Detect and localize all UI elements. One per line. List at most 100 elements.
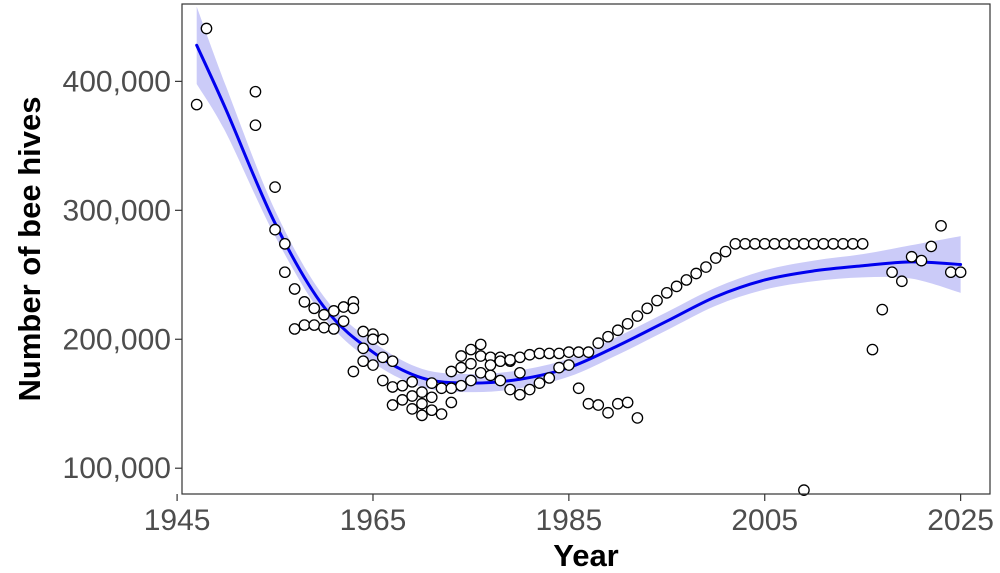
data-point [298, 319, 311, 331]
data-point [886, 266, 898, 279]
y-tick-label: 100,000 [63, 452, 171, 485]
data-point [954, 266, 967, 279]
data-point [553, 347, 565, 360]
data-point [543, 372, 556, 384]
data-point [876, 303, 889, 316]
data-point [504, 383, 516, 396]
data-point [856, 237, 869, 250]
x-tick-label: 1985 [535, 504, 602, 537]
data-point [494, 374, 507, 387]
data-point [543, 347, 556, 360]
data-point [425, 404, 438, 417]
plot-panel-border [181, 3, 991, 495]
data-point [425, 391, 438, 404]
x-tick-label: 1965 [340, 504, 407, 537]
y-tick-label: 300,000 [63, 194, 171, 227]
data-point [523, 348, 536, 361]
data-point [641, 302, 654, 315]
data-point [288, 283, 301, 295]
data-point [425, 377, 438, 389]
data-point [474, 338, 487, 351]
data-point [357, 325, 370, 338]
data-point [817, 237, 830, 250]
data-point [465, 343, 477, 356]
data-point [788, 237, 800, 250]
data-point [367, 333, 379, 346]
data-point [484, 369, 497, 382]
y-axis: 100,000 200,000 300,000 400,000 [63, 65, 182, 485]
data-point [621, 317, 634, 330]
data-point [700, 261, 712, 273]
data-point [288, 323, 301, 335]
data-point [396, 379, 409, 392]
data-point [269, 223, 281, 236]
data-point [533, 377, 546, 389]
data-point [572, 382, 585, 395]
data-point [278, 237, 291, 250]
data-point [778, 237, 791, 250]
data-point [474, 350, 487, 362]
data-point [376, 333, 389, 346]
data-point [298, 296, 311, 308]
data-point [827, 237, 840, 250]
data-point [406, 403, 419, 415]
data-point [200, 22, 213, 35]
data-point [269, 181, 281, 193]
data-point [553, 361, 565, 374]
data-point [465, 357, 477, 370]
data-points-layer [190, 22, 967, 496]
smooth-trend-line [195, 43, 963, 385]
data-point [318, 308, 330, 321]
data-point [435, 382, 448, 395]
data-point [749, 237, 761, 250]
data-point [190, 98, 203, 111]
data-point [798, 237, 810, 250]
data-point [474, 366, 487, 379]
data-point [416, 397, 428, 410]
data-point [455, 379, 467, 392]
data-point [416, 409, 428, 422]
data-point [905, 250, 918, 263]
data-point [445, 396, 458, 409]
data-point [376, 374, 389, 387]
confidence-band-layer [196, 6, 961, 393]
data-point [758, 237, 771, 250]
data-point [406, 390, 419, 402]
data-point [582, 397, 595, 410]
data-point [895, 275, 908, 288]
data-point [455, 361, 467, 374]
data-point [670, 280, 683, 293]
data-point [357, 355, 370, 368]
data-point [249, 119, 262, 132]
data-point [347, 365, 360, 378]
y-axis-title: Number of bee hives [12, 97, 47, 402]
data-point [278, 266, 291, 279]
x-tick-label: 1945 [144, 504, 211, 537]
data-point [445, 382, 458, 395]
data-point [709, 252, 722, 264]
data-point [925, 240, 938, 253]
x-axis-title: Year [553, 538, 619, 573]
data-point [308, 319, 321, 331]
data-point [386, 381, 399, 393]
data-point [739, 237, 752, 250]
data-point [465, 374, 477, 387]
data-point [514, 388, 526, 401]
data-point [680, 274, 693, 286]
data-point [807, 237, 820, 250]
data-point [347, 302, 360, 315]
data-point [935, 219, 947, 232]
data-point [837, 237, 849, 250]
data-point [337, 315, 350, 328]
data-point [504, 354, 516, 366]
data-point [376, 351, 389, 364]
data-point [514, 351, 526, 364]
data-point [631, 310, 644, 322]
x-tick-label: 2025 [927, 504, 994, 537]
data-point [690, 267, 703, 280]
x-axis: 1945 1965 1985 2005 2025 [144, 494, 994, 537]
data-point [386, 355, 399, 368]
data-point [572, 346, 585, 359]
data-point [318, 321, 330, 334]
data-point [631, 412, 644, 424]
